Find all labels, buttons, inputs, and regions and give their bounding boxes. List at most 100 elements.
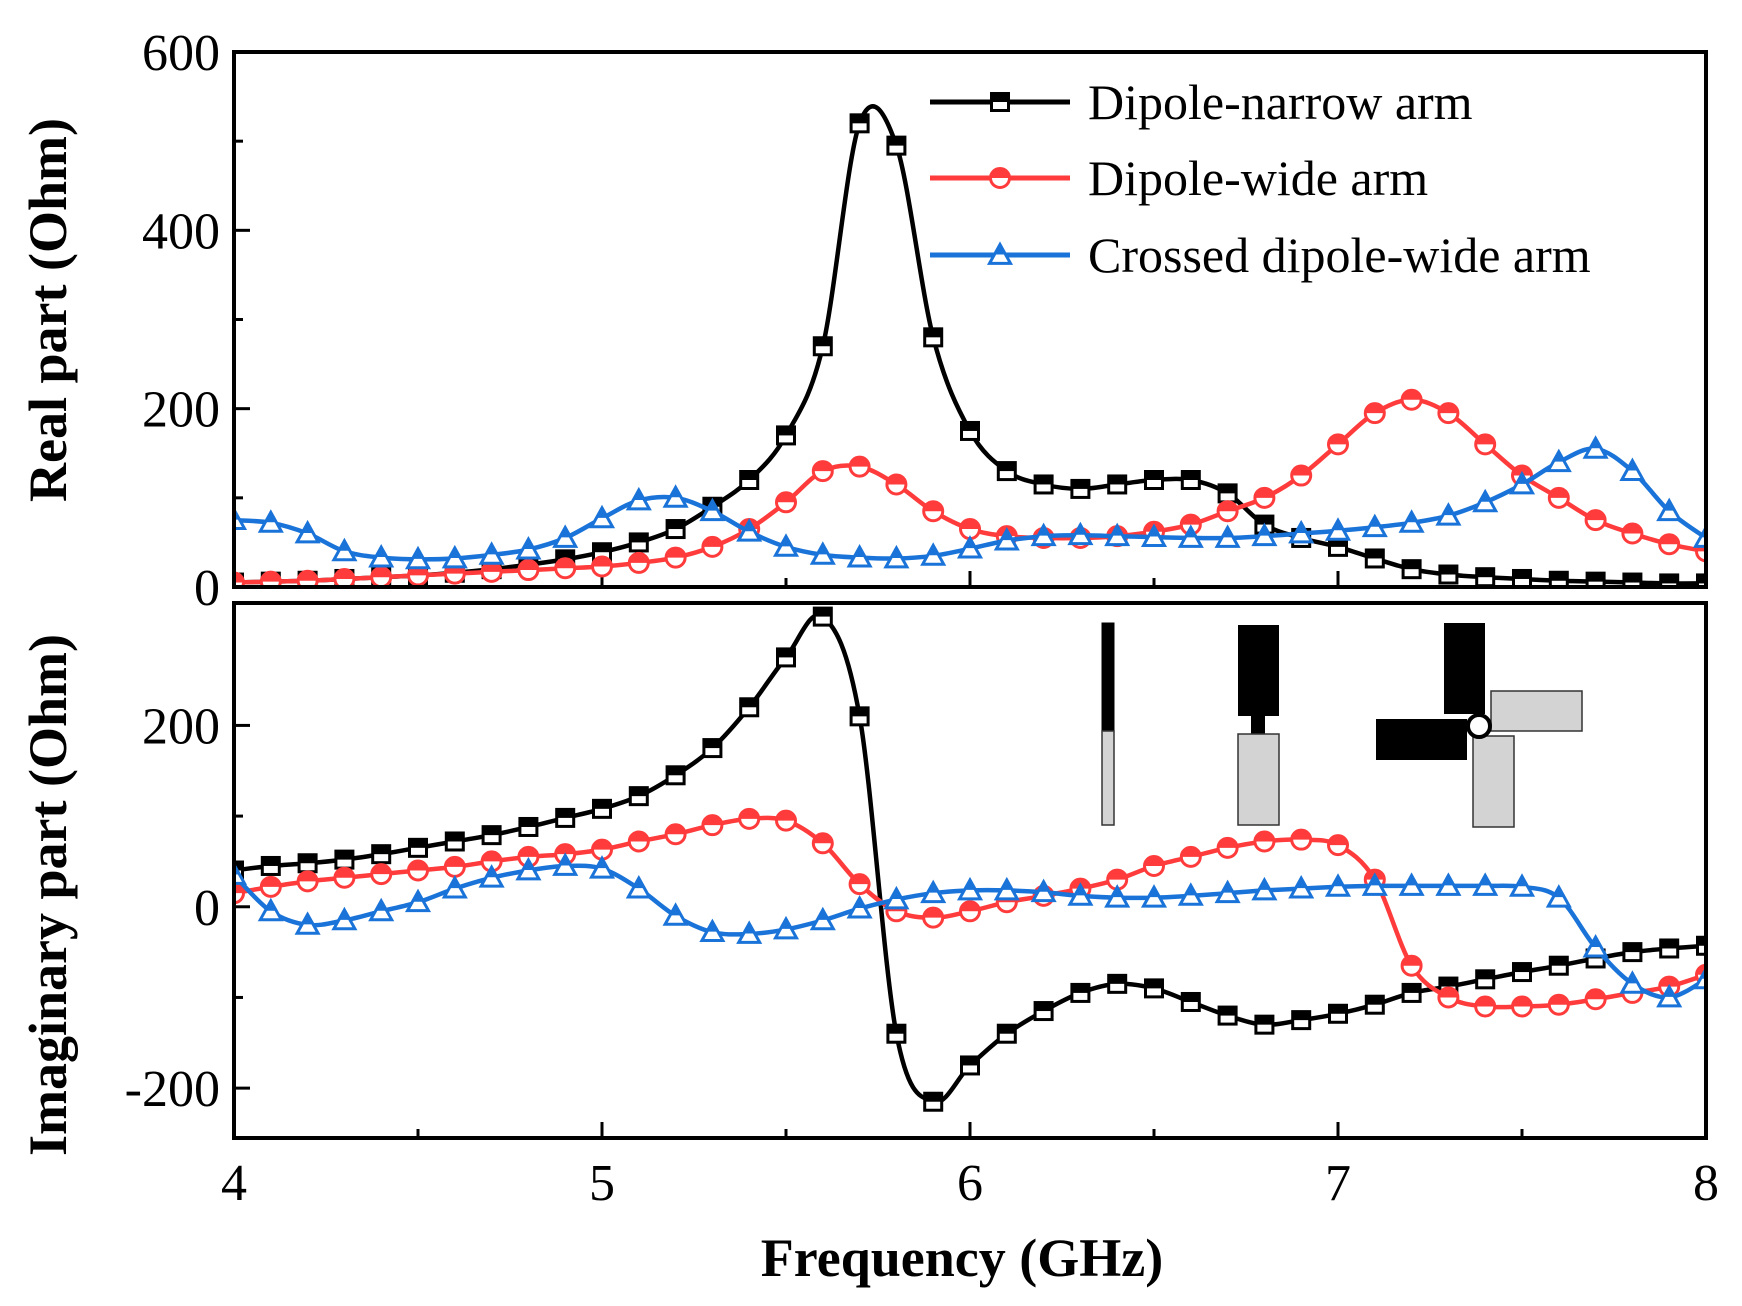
data-point-crossed (1472, 488, 1499, 513)
data-point-narrow (1438, 564, 1459, 585)
data-point-wide (1621, 522, 1644, 545)
data-point-wide (885, 473, 908, 496)
data-point-crossed (1619, 970, 1646, 994)
plot-frame (232, 50, 1708, 589)
data-point-narrow (408, 837, 428, 858)
data-point-wide (407, 859, 429, 882)
data-point-narrow (1475, 969, 1496, 990)
data-point-crossed (1324, 873, 1352, 897)
data-point-wide (296, 569, 319, 587)
data-point-wide (1547, 486, 1570, 509)
data-point-narrow (812, 336, 833, 357)
data-point-wide (1400, 388, 1423, 411)
data-point-wide (1511, 995, 1533, 1018)
data-point-crossed (883, 885, 910, 910)
data-point-crossed (1435, 872, 1462, 896)
data-point-narrow (1364, 994, 1385, 1015)
data-point-crossed (515, 535, 542, 560)
data-point-wide (775, 809, 797, 832)
data-point-crossed (1177, 524, 1204, 548)
y-tick-label: 200 (142, 382, 220, 439)
data-point-wide (1216, 836, 1239, 859)
data-point-narrow (260, 855, 281, 876)
data-point-crossed (404, 545, 432, 570)
data-point-wide (296, 870, 319, 893)
data-point-wide (738, 807, 761, 830)
series-crossed (234, 435, 1706, 570)
data-point-crossed (478, 541, 505, 565)
y-tick-label: 400 (142, 203, 220, 260)
data-point-crossed (625, 486, 652, 511)
data-point-wide (1143, 854, 1165, 877)
data-point-crossed (1288, 875, 1315, 899)
data-point-crossed (1656, 983, 1683, 1008)
data-point-wide (1327, 433, 1349, 456)
data-point-crossed (1030, 522, 1057, 547)
data-point-narrow (1548, 955, 1569, 976)
legend-item-wide: Dipole-wide arm (930, 150, 1428, 206)
data-point-wide (234, 571, 245, 587)
data-point-narrow (628, 532, 649, 553)
data-point-narrow (1217, 1005, 1238, 1026)
legend-label: Crossed dipole-wide arm (1088, 227, 1591, 283)
data-point-crossed (956, 535, 984, 559)
data-point-crossed (1104, 522, 1131, 547)
data-point-narrow (1328, 536, 1348, 557)
data-point-crossed (1619, 457, 1646, 481)
y-tick-label: -200 (125, 1061, 220, 1118)
data-point-narrow (1548, 570, 1569, 587)
data-point-crossed (1177, 882, 1204, 906)
data-point-crossed (1140, 884, 1168, 908)
data-point-wide (1216, 500, 1239, 523)
data-point-crossed (772, 533, 800, 557)
data-point-narrow (665, 765, 686, 786)
data-point-wide (1400, 954, 1423, 977)
y-tick-label: 0 (194, 560, 220, 617)
data-point-narrow (960, 420, 980, 441)
data-point-narrow (518, 816, 539, 837)
data-point-wide (1584, 509, 1607, 532)
real-part-panel: 0 200 400 600 (142, 25, 1708, 617)
data-point-narrow (739, 697, 760, 718)
data-point-narrow (628, 786, 649, 807)
data-point-narrow (923, 327, 944, 348)
data-point-wide (1327, 834, 1349, 857)
data-point-narrow (1033, 474, 1054, 495)
real-part-axis-title: Real part (Ohm) (18, 118, 78, 502)
data-point-crossed (1472, 872, 1499, 896)
data-point-crossed (1582, 933, 1609, 958)
plot-area (234, 606, 1706, 1112)
data-point-wide (1437, 402, 1460, 425)
data-point-narrow (996, 1023, 1017, 1044)
imaginary-part-axis-title: Imaginary part (Ohm) (18, 634, 78, 1156)
data-point-wide (259, 570, 282, 587)
x-axis-title: Frequency (GHz) (761, 1228, 1163, 1288)
data-point-crossed (1288, 519, 1315, 544)
data-point-narrow (1659, 938, 1680, 959)
data-point-wide (627, 551, 650, 574)
data-point-narrow (1696, 573, 1706, 587)
series-crossed (234, 852, 1706, 1008)
data-point-crossed (331, 906, 358, 931)
data-point-wide (664, 546, 687, 569)
data-point-crossed (809, 906, 836, 931)
data-point-narrow (1070, 982, 1091, 1003)
data-point-wide (1474, 433, 1497, 456)
data-point-narrow (1180, 991, 1201, 1012)
data-point-wide (922, 906, 945, 929)
data-point-narrow (1033, 1001, 1054, 1022)
data-point-wide (443, 855, 466, 878)
data-point-wide (1658, 533, 1681, 556)
data-point-crossed (588, 855, 616, 879)
x-tick-label: 5 (589, 1155, 615, 1212)
data-point-narrow (371, 844, 392, 865)
data-point-narrow (849, 113, 870, 134)
legend-marker (986, 241, 1014, 265)
data-point-wide (480, 560, 503, 583)
data-point-wide (1253, 830, 1276, 853)
data-point-narrow (1254, 1014, 1275, 1035)
data-point-wide (775, 491, 797, 514)
legend-item-narrow: Dipole-narrow arm (930, 74, 1473, 130)
y-tick-label: 600 (142, 25, 220, 82)
